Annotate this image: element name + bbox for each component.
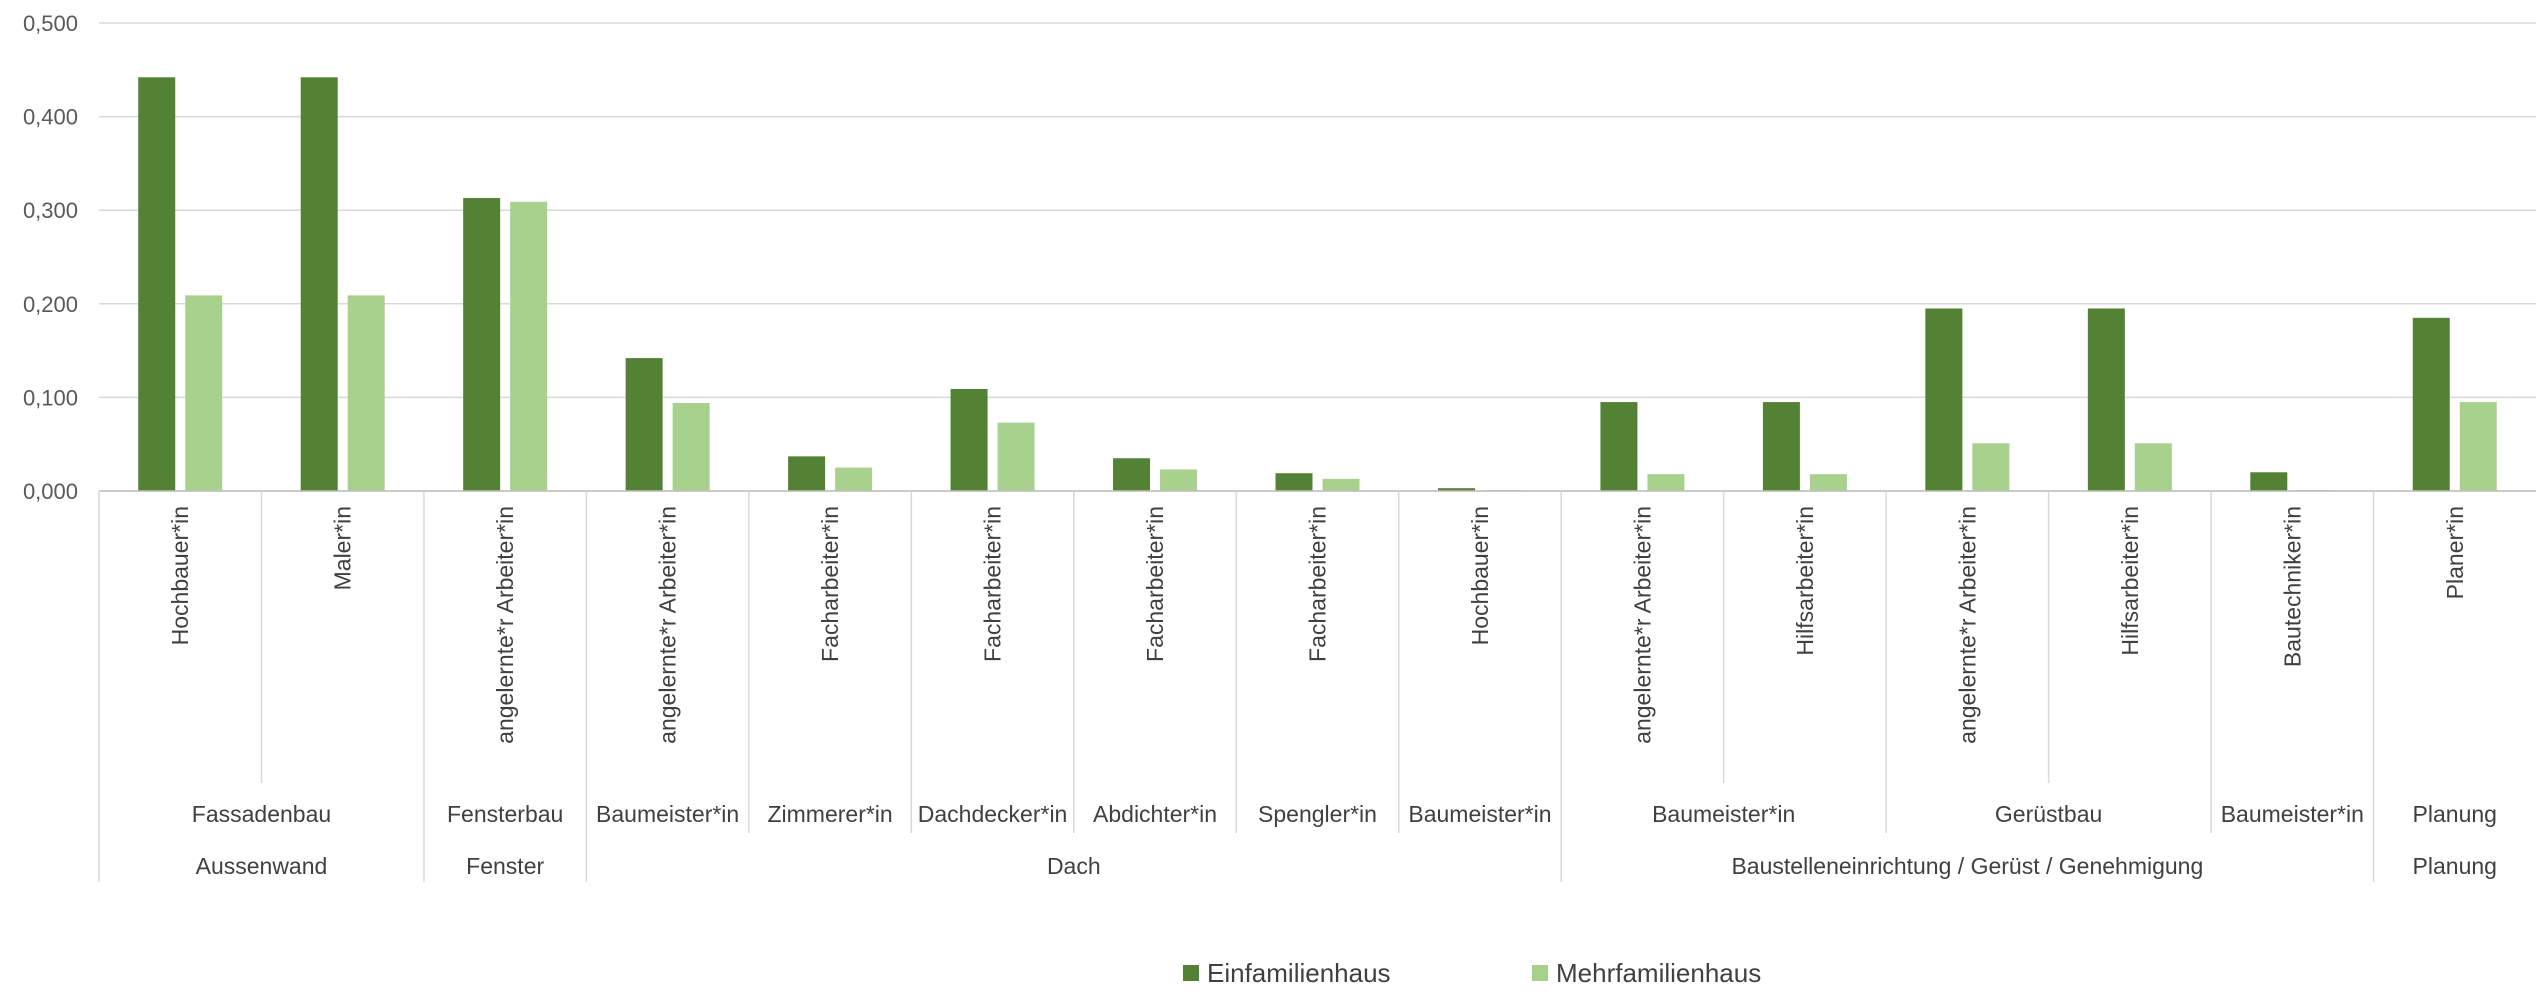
bar-mehrfamilienhaus — [185, 295, 223, 491]
category-label: Hilfsarbeiter*in — [2117, 506, 2143, 656]
bar-mehrfamilienhaus — [1647, 474, 1685, 491]
y-tick-label: 0,200 — [23, 292, 78, 317]
subgroup-label: Baumeister*in — [596, 801, 739, 827]
group-label: Dach — [1047, 853, 1101, 879]
y-tick-label: 0,100 — [23, 385, 78, 410]
subgroup-label: Gerüstbau — [1995, 801, 2102, 827]
subgroup-label: Spengler*in — [1258, 801, 1377, 827]
bar-einfamilienhaus — [2412, 317, 2450, 491]
y-tick-label: 0,500 — [23, 11, 78, 36]
bar-mehrfamilienhaus — [1322, 478, 1360, 491]
bar-einfamilienhaus — [2250, 472, 2288, 491]
subgroup-label: Zimmerer*in — [767, 801, 892, 827]
y-tick-label: 0,300 — [23, 198, 78, 223]
group-label: Aussenwand — [196, 853, 328, 879]
bar-einfamilienhaus — [300, 77, 338, 492]
bar-mehrfamilienhaus — [1160, 469, 1198, 491]
category-label: Hilfsarbeiter*in — [1792, 506, 1818, 656]
category-label: Facharbeiter*in — [980, 506, 1006, 662]
bar-einfamilienhaus — [1925, 308, 1963, 491]
bar-einfamilienhaus — [950, 388, 988, 491]
bar-einfamilienhaus — [788, 456, 826, 491]
bar-mehrfamilienhaus — [1809, 474, 1847, 491]
category-label: angelernte*r Arbeiter*in — [492, 506, 518, 744]
legend-swatch — [1183, 965, 1199, 981]
y-tick-label: 0,400 — [23, 105, 78, 130]
group-label: Baustelleneinrichtung / Gerüst / Genehmi… — [1731, 853, 2203, 879]
group-label: Planung — [2413, 853, 2497, 879]
bar-mehrfamilienhaus — [1972, 443, 2010, 491]
bar-einfamilienhaus — [463, 198, 501, 492]
subgroup-label: Baumeister*in — [1408, 801, 1551, 827]
subgroup-label: Baumeister*in — [1652, 801, 1795, 827]
subgroup-label: Fensterbau — [447, 801, 563, 827]
category-label: angelernte*r Arbeiter*in — [1629, 506, 1655, 744]
bar-mehrfamilienhaus — [2459, 402, 2497, 491]
bar-mehrfamilienhaus — [347, 295, 385, 491]
category-label: Facharbeiter*in — [1142, 506, 1168, 662]
legend-label: Mehrfamilienhaus — [1556, 958, 1761, 988]
category-label: Hochbauer*in — [1467, 506, 1493, 645]
category-label: Facharbeiter*in — [1305, 506, 1331, 662]
subgroup-label: Dachdecker*in — [918, 801, 1068, 827]
subgroup-label: Baumeister*in — [2221, 801, 2364, 827]
category-label: Hochbauer*in — [167, 506, 193, 645]
subgroup-label: Abdichter*in — [1093, 801, 1217, 827]
bar-mehrfamilienhaus — [510, 201, 548, 491]
category-label: Planer*in — [2442, 506, 2468, 599]
legend-swatch — [1532, 965, 1548, 981]
bar-einfamilienhaus — [1762, 402, 1800, 491]
category-label: angelernte*r Arbeiter*in — [655, 506, 681, 744]
bar-einfamilienhaus — [1275, 473, 1313, 491]
bar-mehrfamilienhaus — [835, 467, 873, 491]
category-label: angelernte*r Arbeiter*in — [1954, 506, 1980, 744]
bar-mehrfamilienhaus — [2134, 443, 2172, 491]
category-label: Facharbeiter*in — [817, 506, 843, 662]
legend-label: Einfamilienhaus — [1207, 958, 1391, 988]
group-label: Fenster — [466, 853, 544, 879]
bar-einfamilienhaus — [1437, 488, 1475, 491]
y-tick-label: 0,000 — [23, 479, 78, 504]
bar-einfamilienhaus — [625, 358, 663, 491]
bar-einfamilienhaus — [138, 77, 176, 492]
bar-mehrfamilienhaus — [672, 403, 710, 491]
subgroup-label: Planung — [2413, 801, 2497, 827]
bar-einfamilienhaus — [1600, 402, 1638, 491]
category-label: Bautechniker*in — [2279, 506, 2305, 667]
category-label: Maler*in — [330, 506, 356, 590]
subgroup-label: Fassadenbau — [192, 801, 331, 827]
bar-mehrfamilienhaus — [997, 422, 1035, 491]
bar-einfamilienhaus — [1113, 458, 1151, 491]
bar-einfamilienhaus — [2087, 308, 2125, 491]
